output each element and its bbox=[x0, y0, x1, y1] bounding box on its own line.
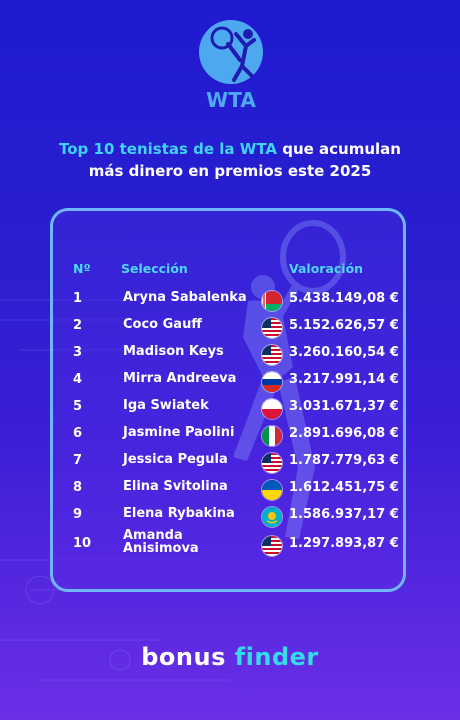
poland-flag-icon bbox=[261, 398, 283, 420]
prize-value: 1.612.451,75 € bbox=[289, 480, 399, 495]
table-row: 5 Iga Swiatek 3.031.671,37 € bbox=[53, 395, 403, 422]
prize-value: 1.297.893,87 € bbox=[289, 536, 399, 551]
table-row: 6 Jasmine Paolini 2.891.696,08 € bbox=[53, 422, 403, 449]
rank-number: 8 bbox=[73, 480, 83, 495]
rank-number: 9 bbox=[73, 507, 83, 522]
player-name: Madison Keys bbox=[123, 344, 224, 359]
brand-finder: finder bbox=[234, 643, 319, 671]
table-row: 10 Amanda Anisimova 1.297.893,87 € bbox=[53, 528, 403, 559]
column-header-number: Nº bbox=[73, 261, 91, 276]
player-name: Amanda Anisimova bbox=[123, 528, 199, 556]
brand-bonus: bonus bbox=[141, 643, 226, 671]
title-line2: más dinero en premios este 2025 bbox=[88, 162, 372, 180]
italy-flag-icon bbox=[261, 425, 283, 447]
prize-value: 1.787.779,63 € bbox=[289, 453, 399, 468]
player-name: Jessica Pegula bbox=[123, 452, 228, 467]
prize-value: 2.891.696,08 € bbox=[289, 426, 399, 441]
table-row: 8 Elina Svitolina 1.612.451,75 € bbox=[53, 476, 403, 503]
prize-value: 1.586.937,17 € bbox=[289, 507, 399, 522]
rank-number: 2 bbox=[73, 318, 83, 333]
rank-number: 10 bbox=[73, 536, 92, 551]
usa-flag-icon bbox=[261, 317, 283, 339]
rank-number: 7 bbox=[73, 453, 83, 468]
page-title: Top 10 tenistas de la WTA que acumulan m… bbox=[0, 138, 460, 182]
table-row: 4 Mirra Andreeva 3.217.991,14 € bbox=[53, 368, 403, 395]
kazakhstan-flag-icon bbox=[261, 506, 283, 528]
ukraine-flag-icon bbox=[261, 479, 283, 501]
player-name: Mirra Andreeva bbox=[123, 371, 237, 386]
table-row: 9 Elena Rybakina 1.586.937,17 € bbox=[53, 503, 403, 530]
rank-number: 3 bbox=[73, 345, 83, 360]
ranking-card: Nº Selección Valoración 1 Aryna Sabalenka… bbox=[50, 208, 406, 592]
rank-number: 5 bbox=[73, 399, 83, 414]
column-header-value: Valoración bbox=[289, 261, 364, 276]
usa-flag-icon bbox=[261, 535, 283, 557]
table-row: 3 Madison Keys 3.260.160,54 € bbox=[53, 341, 403, 368]
prize-value: 3.031.671,37 € bbox=[289, 399, 399, 414]
bonusfinder-logo: bonus finder bbox=[0, 643, 460, 671]
belarus-flag-icon bbox=[261, 290, 283, 312]
wta-logo: WTA bbox=[196, 14, 266, 114]
prize-value: 5.438.149,08 € bbox=[289, 291, 399, 306]
russia-flag-icon bbox=[261, 371, 283, 393]
rank-number: 1 bbox=[73, 291, 83, 306]
player-name: Elina Svitolina bbox=[123, 479, 228, 494]
player-name: Elena Rybakina bbox=[123, 506, 235, 521]
table-row: 2 Coco Gauff 5.152.626,57 € bbox=[53, 314, 403, 341]
title-accent: Top 10 tenistas de la WTA bbox=[59, 140, 277, 158]
column-header-name: Selección bbox=[121, 261, 188, 276]
rank-number: 6 bbox=[73, 426, 83, 441]
prize-value: 5.152.626,57 € bbox=[289, 318, 399, 333]
player-name: Aryna Sabalenka bbox=[123, 290, 247, 305]
table-row: 1 Aryna Sabalenka 5.438.149,08 € bbox=[53, 287, 403, 314]
table-row: 7 Jessica Pegula 1.787.779,63 € bbox=[53, 449, 403, 476]
player-name: Jasmine Paolini bbox=[123, 425, 235, 440]
usa-flag-icon bbox=[261, 452, 283, 474]
player-name: Coco Gauff bbox=[123, 317, 202, 332]
title-rest: que acumulan bbox=[277, 140, 401, 158]
prize-value: 3.217.991,14 € bbox=[289, 372, 399, 387]
player-name: Iga Swiatek bbox=[123, 398, 209, 413]
usa-flag-icon bbox=[261, 344, 283, 366]
rank-number: 4 bbox=[73, 372, 83, 387]
prize-value: 3.260.160,54 € bbox=[289, 345, 399, 360]
wta-logo-text: WTA bbox=[206, 88, 256, 112]
